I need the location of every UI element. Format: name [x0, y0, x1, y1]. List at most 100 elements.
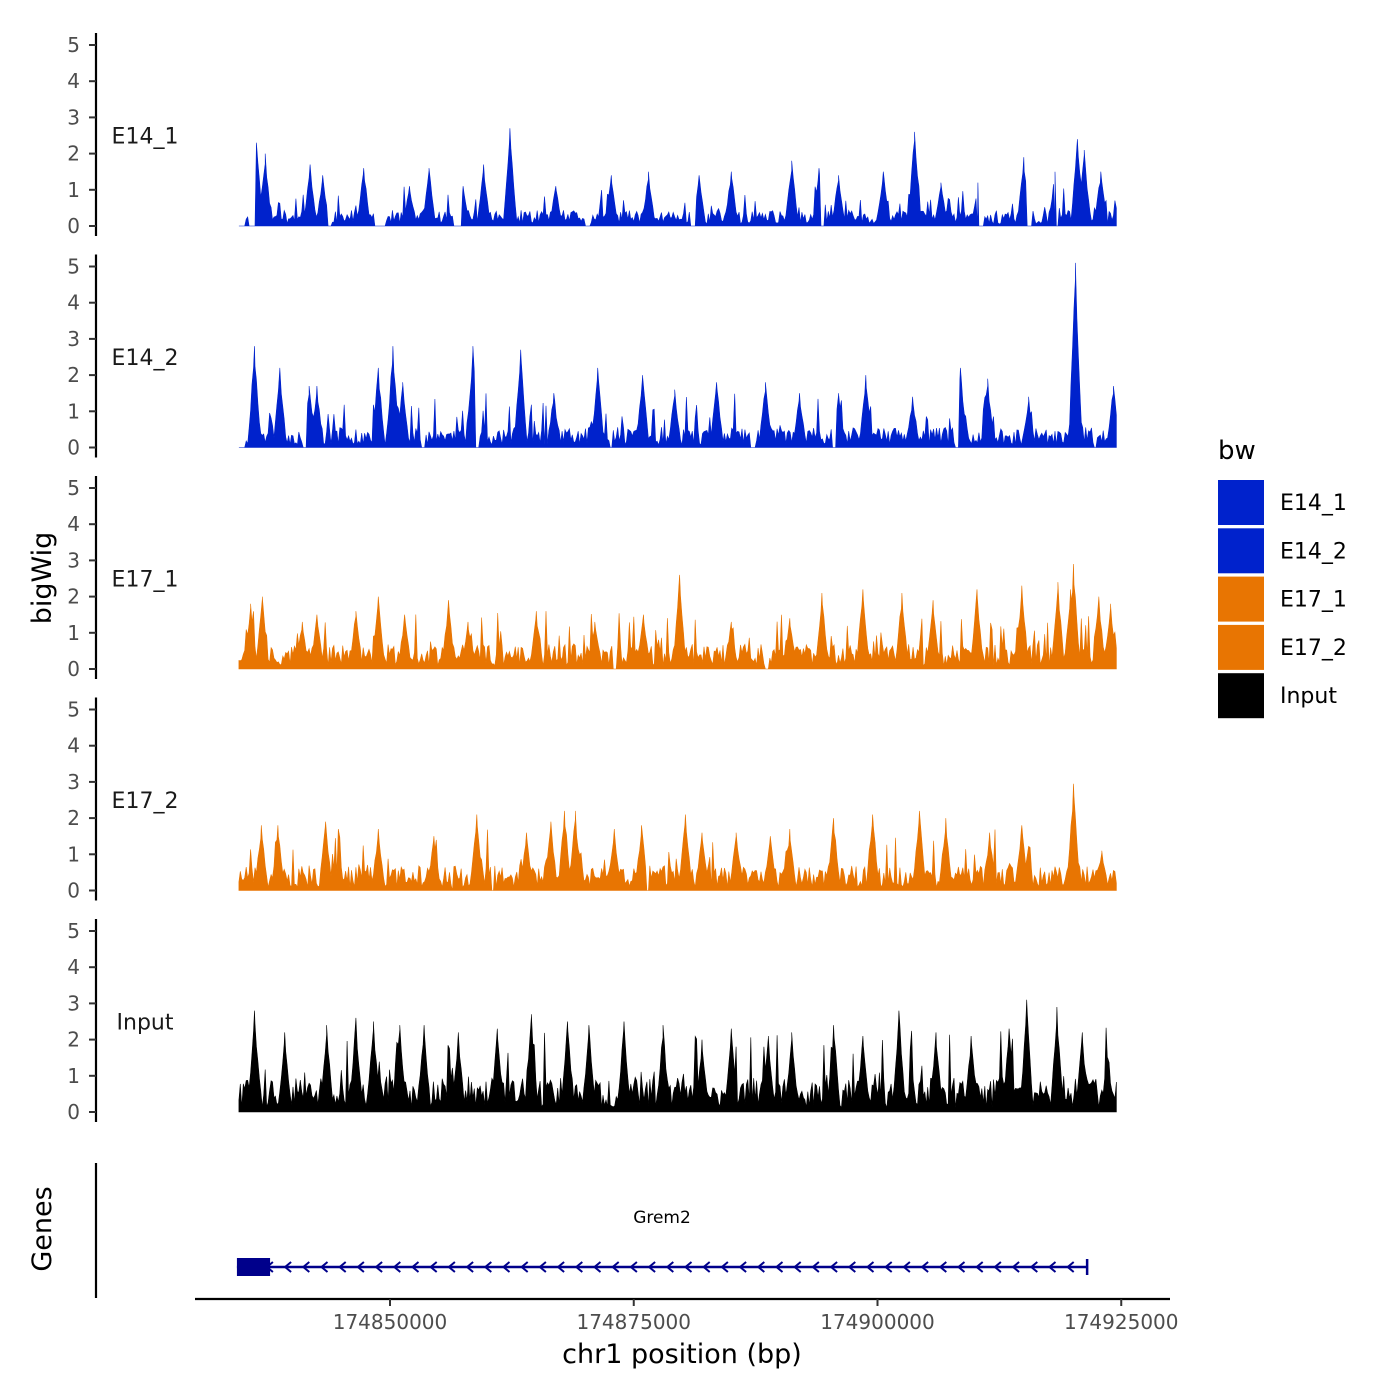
strand-arrow	[865, 1261, 875, 1273]
strand-arrow	[1066, 1261, 1075, 1273]
strand-arrow	[956, 1261, 966, 1273]
signal-area	[238, 563, 1117, 670]
strand-arrow	[738, 1261, 747, 1273]
track-e17-1: 0 1 2 3 4 5 E17_1	[67, 476, 1117, 681]
strand-arrow	[993, 1261, 1002, 1273]
signal-area	[238, 128, 1117, 227]
y-tick-label: 2	[67, 585, 80, 609]
strand-arrow	[829, 1261, 838, 1273]
y-tick-label: 0	[67, 657, 80, 681]
strand-arrow	[520, 1261, 529, 1273]
legend-swatch	[1218, 576, 1264, 622]
y-tick-label: 1	[67, 621, 80, 645]
strand-arrow	[629, 1261, 638, 1273]
track-label: E14_2	[112, 346, 179, 371]
y-tick-label: 0	[67, 214, 80, 238]
y-tick-label: 0	[67, 436, 80, 460]
strand-arrow	[611, 1261, 620, 1273]
legend-label: E17_2	[1280, 636, 1347, 661]
strand-arrow	[793, 1261, 802, 1273]
strand-arrow	[647, 1261, 656, 1273]
gene-exon	[236, 1258, 271, 1276]
y-tick-label: 3	[67, 770, 80, 794]
legend-label: E14_2	[1280, 539, 1347, 564]
x-axis: 174850000 174875000 174900000 174925000	[195, 1297, 1179, 1334]
legend-label: Input	[1280, 684, 1337, 709]
y-tick-label: 2	[67, 142, 80, 166]
strand-arrow	[720, 1261, 729, 1273]
y-tick-label: 1	[67, 178, 80, 202]
strand-arrow	[1029, 1261, 1038, 1273]
signal-area	[238, 783, 1117, 891]
legend-label: E17_1	[1280, 588, 1347, 613]
strand-arrow	[538, 1261, 547, 1273]
signal-area	[238, 999, 1117, 1113]
y-tick-label: 4	[67, 69, 80, 93]
strand-arrow	[374, 1261, 383, 1273]
y-tick-label: 3	[67, 327, 80, 351]
x-axis-title: chr1 position (bp)	[562, 1339, 802, 1370]
strand-arrow	[683, 1261, 693, 1273]
strand-arrow	[447, 1261, 456, 1273]
strand-arrow	[811, 1261, 820, 1273]
y-tick-label: 5	[67, 698, 80, 722]
y-tick-label: 5	[67, 476, 80, 500]
strand-arrow	[501, 1261, 511, 1273]
strand-arrow	[483, 1261, 492, 1273]
strand-arrow	[702, 1261, 711, 1273]
strand-arrow	[920, 1261, 929, 1273]
track-label: E17_2	[112, 789, 179, 814]
strand-arrow	[847, 1261, 856, 1273]
y-tick-label: 4	[67, 291, 80, 315]
gene-panel: Grem2	[94, 1163, 1089, 1298]
y-tick-label: 2	[67, 806, 80, 830]
legend: bw E14_1 E14_2 E17_1 E17_2 Input	[1218, 436, 1347, 719]
strand-arrow	[410, 1261, 420, 1273]
strand-arrow	[1047, 1261, 1057, 1273]
strand-arrow	[319, 1261, 329, 1273]
strand-arrow	[1011, 1261, 1020, 1273]
strand-arrow	[975, 1261, 984, 1273]
gene-model	[236, 1258, 1089, 1276]
legend-title: bw	[1218, 436, 1256, 466]
track-label: E17_1	[112, 568, 179, 593]
y-tick-label: 0	[67, 1100, 80, 1124]
strand-arrow	[592, 1261, 602, 1273]
track-label: Input	[117, 1011, 174, 1036]
x-tick-label: 174850000	[333, 1310, 448, 1334]
strand-arrow	[884, 1261, 893, 1273]
strand-arrow	[774, 1261, 784, 1273]
strand-arrow	[902, 1261, 911, 1273]
strand-arrow	[756, 1261, 765, 1273]
legend-swatch	[1218, 480, 1264, 525]
y-tick-label: 4	[67, 512, 80, 536]
strand-arrow	[356, 1261, 365, 1273]
legend-swatch	[1218, 624, 1264, 670]
legend-label: E14_1	[1280, 491, 1347, 516]
y-tick-label: 2	[67, 363, 80, 387]
track-e14-2: 0 1 2 3 4 5 E14_2	[67, 254, 1117, 460]
y-tick-label: 5	[67, 919, 80, 943]
y-tick-label: 3	[67, 105, 80, 129]
strand-arrow	[338, 1261, 347, 1273]
track-input: 0 1 2 3 4 5 Input	[67, 919, 1117, 1124]
strand-arrow	[301, 1261, 310, 1273]
y-tick-label: 1	[67, 1064, 80, 1088]
strand-arrow	[392, 1261, 401, 1273]
strand-arrow	[465, 1261, 474, 1273]
y-tick-label: 1	[67, 842, 80, 866]
track-e14-1: 0 1 2 3 4 5 E14_1	[67, 33, 1117, 238]
strand-arrow	[665, 1261, 674, 1273]
x-tick-label: 174900000	[820, 1310, 935, 1334]
legend-swatch	[1218, 528, 1264, 574]
track-e17-2: 0 1 2 3 4 5 E17_2	[67, 697, 1117, 903]
strand-arrow	[429, 1261, 438, 1273]
y-tick-label: 1	[67, 399, 80, 423]
strand-arrow	[283, 1261, 292, 1273]
signal-area	[238, 262, 1117, 448]
y-tick-label: 4	[67, 734, 80, 758]
x-tick-label: 174875000	[576, 1310, 691, 1334]
x-tick-label: 174925000	[1064, 1310, 1179, 1334]
strand-arrow	[556, 1261, 565, 1273]
y-axis-title: bigWig	[27, 532, 58, 625]
